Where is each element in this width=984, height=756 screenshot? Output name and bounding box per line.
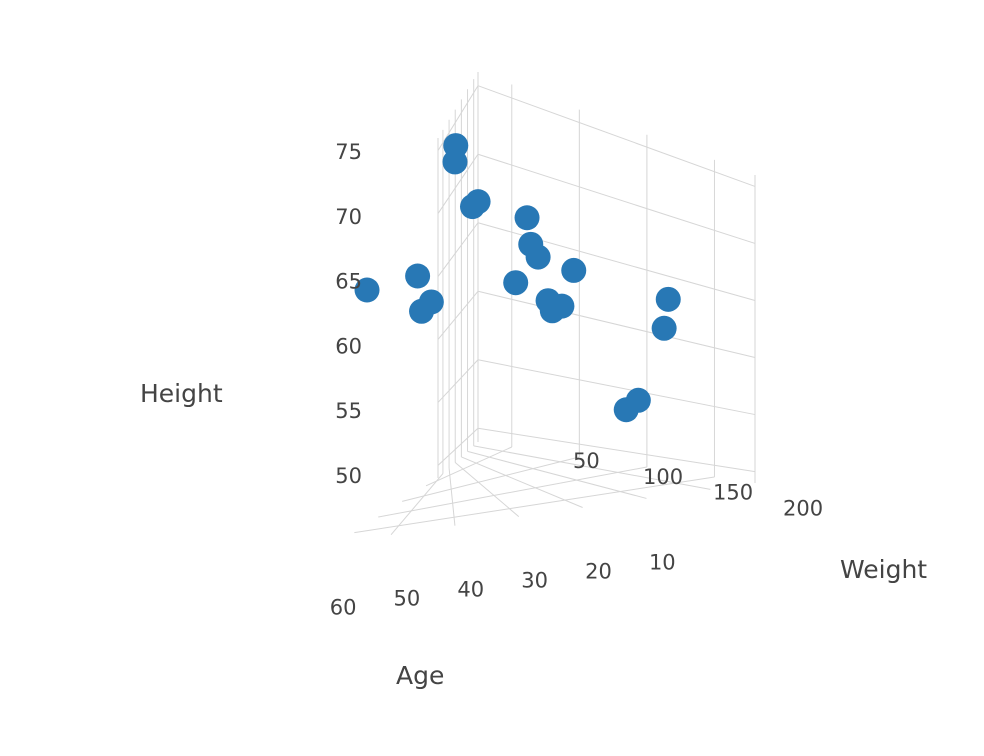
gridline-right-height-60	[477, 290, 756, 359]
gridline-back-height-50	[437, 427, 479, 466]
data-point-12[interactable]	[539, 298, 565, 324]
data-point-8[interactable]	[514, 205, 540, 231]
height-axis-title: Height	[140, 379, 223, 408]
data-point-1[interactable]	[405, 263, 431, 289]
height-tick-50: 50	[335, 464, 362, 488]
points-layer	[354, 133, 681, 423]
height-tick-75: 75	[335, 140, 362, 164]
age-tick-30: 30	[521, 569, 548, 593]
age-tick-60: 60	[330, 596, 357, 620]
gridline-floor-weight-50	[425, 446, 512, 487]
height-tick-60: 60	[335, 334, 362, 358]
age-tick-50: 50	[394, 587, 421, 611]
data-point-5[interactable]	[442, 149, 468, 175]
height-tick-70: 70	[335, 205, 362, 229]
gridline-floor-age-30	[461, 456, 583, 508]
gridline-back-height-75	[437, 85, 479, 151]
tick-labels: 50 55 60 65 70 75 10 20 30 40 50 60 50 100 150 200	[330, 140, 823, 620]
gridline-floor-age-10	[473, 445, 711, 490]
grid-layer	[354, 72, 756, 536]
gridline-right-height-55	[477, 359, 756, 416]
data-point-10[interactable]	[525, 244, 551, 270]
gridline-floor-age-50	[448, 467, 456, 526]
data-point-3[interactable]	[409, 298, 435, 324]
age-axis-title: Age	[396, 661, 444, 690]
gridline-floor-age-60	[390, 473, 444, 536]
gridline-right-height-50	[477, 427, 756, 473]
weight-tick-150: 150	[713, 481, 753, 505]
gridline-back-height-65	[437, 222, 479, 277]
gridline-floor-weight-150	[378, 466, 647, 518]
gridline-floor-age-40	[454, 462, 520, 517]
data-point-17[interactable]	[651, 315, 677, 341]
data-point-15[interactable]	[503, 270, 529, 296]
gridline-back-height-55	[437, 359, 479, 403]
height-tick-65: 65	[335, 270, 362, 294]
gridline-back-height-70	[437, 153, 479, 214]
data-point-16[interactable]	[655, 286, 681, 312]
data-point-11[interactable]	[561, 257, 587, 283]
data-point-6[interactable]	[460, 194, 486, 220]
age-tick-40: 40	[457, 578, 484, 602]
data-point-0[interactable]	[354, 277, 380, 303]
gridline-back-height-60	[437, 290, 479, 340]
weight-tick-50: 50	[573, 449, 600, 473]
weight-axis-title: Weight	[840, 555, 927, 584]
gridline-floor-weight-200	[354, 476, 715, 534]
age-tick-10: 10	[649, 550, 676, 574]
data-point-18[interactable]	[625, 387, 651, 413]
age-tick-20: 20	[585, 559, 612, 583]
weight-tick-200: 200	[783, 496, 823, 520]
gridline-right-height-70	[477, 153, 756, 244]
gridline-floor-weight-100	[402, 456, 580, 502]
gridline-floor-age-20	[467, 450, 647, 499]
weight-tick-100: 100	[643, 465, 683, 489]
gridline-right-height-75	[477, 85, 756, 187]
height-tick-55: 55	[335, 399, 362, 423]
